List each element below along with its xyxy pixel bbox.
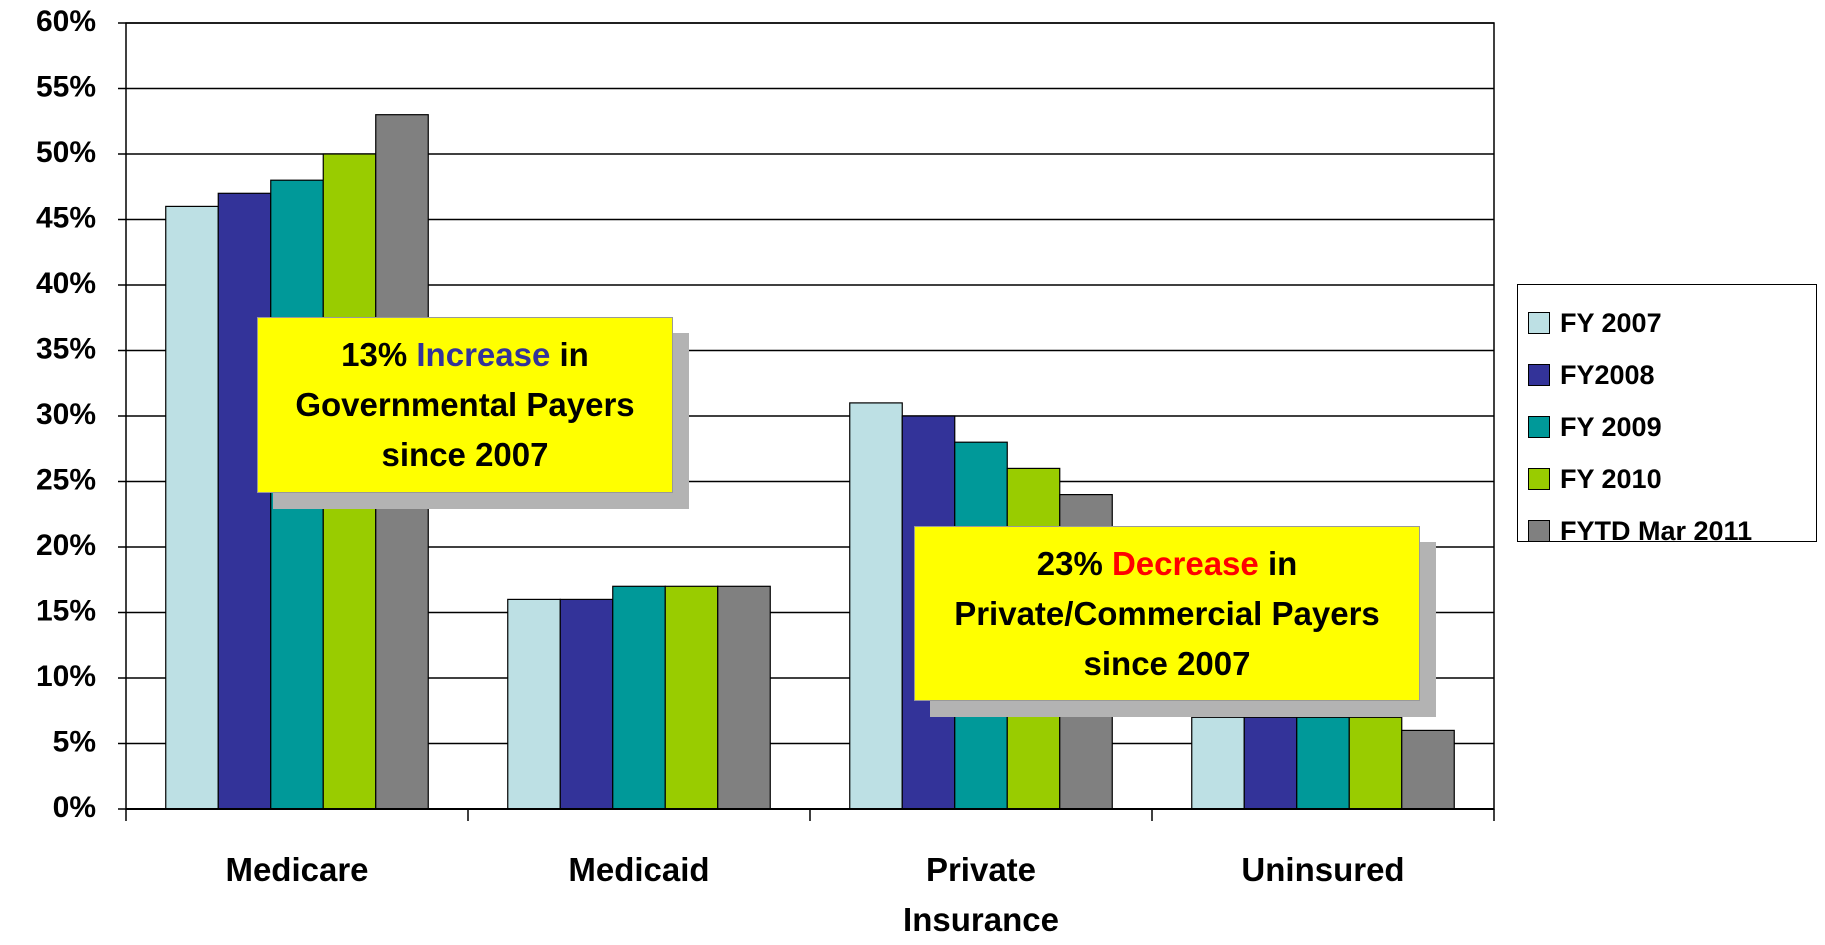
x-tick-label: Medicare (225, 851, 369, 888)
legend-item: FY2008 (1528, 349, 1806, 401)
y-tick-label: 20% (36, 529, 96, 562)
x-tick-label: Uninsured (1241, 851, 1405, 888)
y-tick-label: 60% (36, 5, 96, 38)
y-tick-label: 30% (36, 398, 96, 431)
legend-label: FY2008 (1560, 359, 1655, 390)
y-tick-label: 0% (53, 791, 96, 824)
y-tick-label: 10% (36, 660, 96, 693)
legend-item: FY 2007 (1528, 297, 1806, 349)
bar (1191, 716, 1245, 810)
annotation-before: 23% (1036, 544, 1103, 582)
legend-label: FY 2010 (1560, 463, 1662, 494)
bar (849, 402, 903, 810)
legend-label: FY 2007 (1560, 307, 1662, 338)
y-tick-label: 55% (36, 70, 96, 103)
annotation-highlight: Decrease (1111, 544, 1259, 582)
bar (1243, 716, 1298, 810)
annotation: 13% Increase in Governmental Payers sinc… (257, 317, 673, 493)
bar (270, 179, 324, 810)
legend-item: FY 2009 (1528, 401, 1806, 453)
x-tick-label: Medicaid (568, 851, 710, 888)
legend-swatch (1528, 468, 1550, 490)
legend-swatch (1528, 364, 1550, 386)
legend-item: FYTD Mar 2011 (1528, 505, 1806, 557)
legend-item: FY 2010 (1528, 453, 1806, 505)
y-tick-label: 25% (36, 463, 96, 496)
annotation-text: 23% Decrease in Private/Commercial Payer… (935, 539, 1399, 689)
bar (1401, 729, 1455, 810)
annotation-text: 13% Increase in Governmental Payers sinc… (278, 330, 652, 480)
bar (217, 192, 272, 810)
annotation-after: in Private/Commercial Payers since 2007 (954, 544, 1380, 682)
legend-label: FYTD Mar 2011 (1560, 515, 1753, 546)
bar (559, 598, 614, 810)
y-tick-label: 40% (36, 267, 96, 300)
legend: FY 2007 FY2008 FY 2009 FY 2010 FYTD Mar 2011 (1517, 284, 1817, 546)
bar (664, 585, 719, 810)
bar (507, 598, 561, 810)
y-tick-label: 5% (53, 725, 96, 758)
bar (165, 205, 219, 810)
annotation: 23% Decrease in Private/Commercial Payer… (914, 526, 1420, 701)
legend-label: FY 2009 (1560, 411, 1662, 442)
annotation-before: 13% (341, 336, 408, 373)
y-tick-label: 35% (36, 332, 96, 365)
legend-swatch (1528, 520, 1550, 542)
legend-swatch (1528, 312, 1550, 334)
bar (1296, 716, 1350, 810)
x-tick-label: Private Insurance (903, 851, 1059, 938)
annotation-highlight: Increase (416, 336, 551, 373)
bar (1348, 716, 1403, 810)
annotation-after: in Governmental Payers since 2007 (295, 336, 635, 473)
y-tick-label: 15% (36, 594, 96, 627)
legend-swatch (1528, 416, 1550, 438)
y-tick-label: 45% (36, 201, 96, 234)
bar (717, 585, 771, 810)
bar (612, 585, 666, 810)
y-tick-label: 50% (36, 136, 96, 169)
